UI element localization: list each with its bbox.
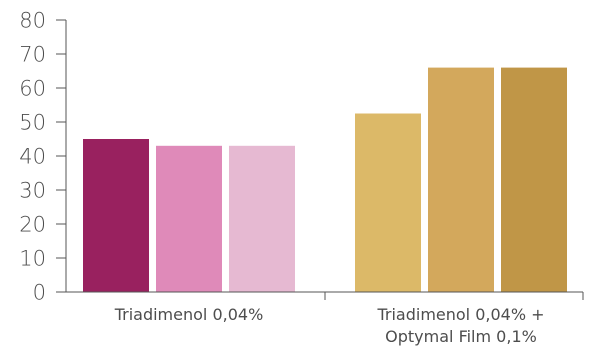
- bars: [83, 67, 567, 292]
- bar-1-1: [83, 139, 149, 292]
- x-axis: Triadimenol 0,04% Triadimenol 0,04% + Opty…: [66, 291, 584, 346]
- bar-2-2: [428, 67, 494, 292]
- y-tick-label: 40: [19, 145, 46, 169]
- y-tick-label: 0: [33, 281, 46, 305]
- bar-2-3: [501, 67, 567, 292]
- bar-2-1: [355, 113, 421, 292]
- y-tick-label: 20: [19, 213, 46, 237]
- x-category-label-line: Triadimenol 0,04% +: [376, 305, 544, 324]
- y-tick-label: 30: [19, 179, 46, 203]
- bar-1-2: [156, 145, 222, 292]
- y-tick-label: 60: [19, 77, 46, 101]
- bar-1-3: [229, 145, 295, 292]
- y-axis: 0 10 20 30 40 50 60 70 80: [19, 9, 67, 305]
- y-tick-label: 50: [19, 111, 46, 135]
- y-tick-label: 10: [19, 247, 46, 271]
- x-category-label-line: Triadimenol 0,04%: [114, 305, 264, 324]
- y-tick-label: 80: [19, 9, 46, 33]
- y-tick-label: 70: [19, 43, 46, 67]
- x-category-label-line: Optymal Film 0,1%: [385, 327, 537, 346]
- x-category-label: Triadimenol 0,04% + Optymal Film 0,1%: [376, 305, 544, 346]
- x-category-label: Triadimenol 0,04%: [114, 305, 264, 324]
